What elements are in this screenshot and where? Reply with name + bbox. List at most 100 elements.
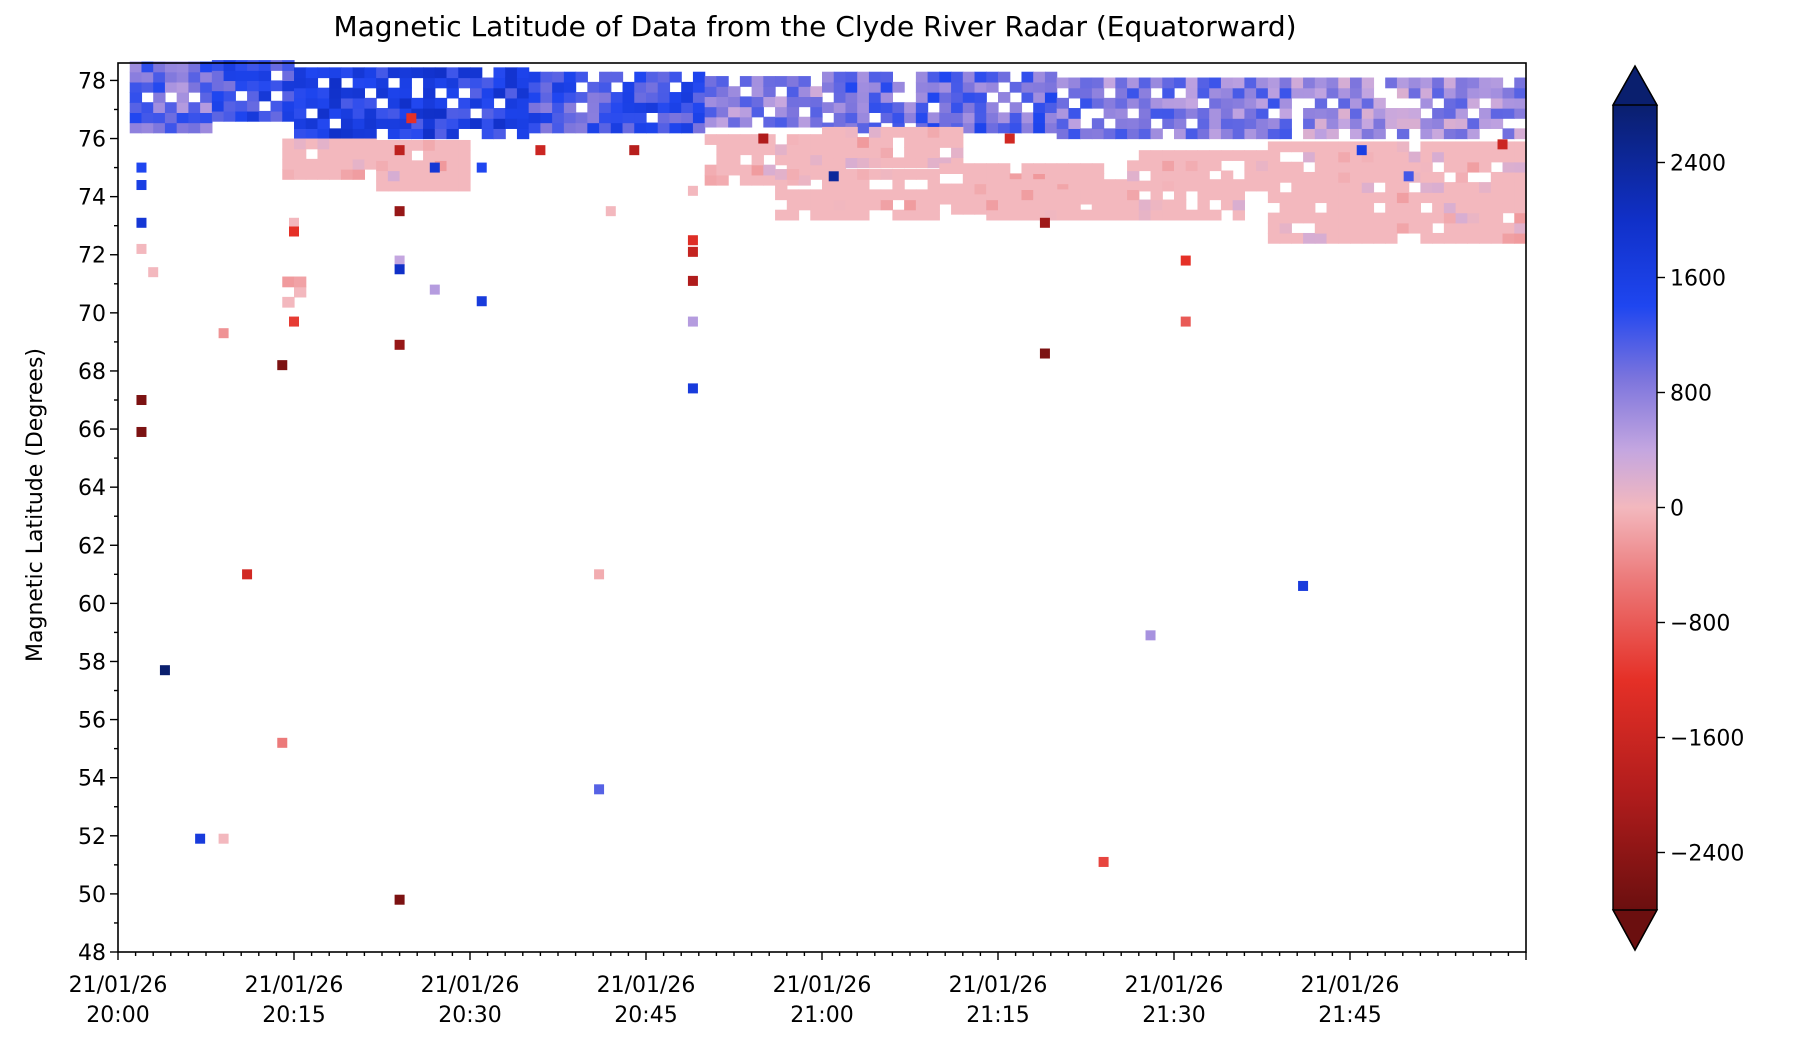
data-cell xyxy=(927,147,940,159)
data-cell xyxy=(458,160,471,172)
data-cell xyxy=(833,71,847,83)
data-cell xyxy=(423,180,436,192)
data-cell xyxy=(1115,179,1128,190)
data-cell xyxy=(340,87,354,99)
data-cell xyxy=(833,102,847,113)
data-cell xyxy=(1244,150,1257,161)
data-cell xyxy=(1361,161,1375,173)
data-cell xyxy=(1338,97,1351,109)
data-cell xyxy=(646,81,659,93)
data-cell xyxy=(962,81,976,93)
data-cell xyxy=(692,92,706,103)
data-cell xyxy=(317,169,330,180)
data-cell xyxy=(1291,192,1304,204)
data-cell xyxy=(1279,202,1292,214)
data-cell xyxy=(258,80,272,92)
data-cell xyxy=(610,92,624,103)
data-cell xyxy=(1350,141,1363,153)
data-cell xyxy=(1267,141,1281,153)
data-cell xyxy=(1138,180,1152,192)
data-cell xyxy=(1408,77,1421,89)
data-cell xyxy=(1420,87,1433,99)
data-cell xyxy=(1455,108,1468,119)
data-cell xyxy=(1091,163,1105,174)
data-cell xyxy=(294,67,307,79)
data-cell xyxy=(716,134,729,145)
data-point xyxy=(758,133,769,144)
data-cell xyxy=(294,148,307,160)
data-cell xyxy=(1432,128,1445,140)
data-cell xyxy=(458,118,471,129)
data-cell xyxy=(446,67,459,79)
data-cell xyxy=(1220,170,1234,182)
data-cell xyxy=(1021,71,1034,83)
data-cell xyxy=(1514,128,1527,140)
data-cell xyxy=(1396,192,1410,204)
data-cell xyxy=(1314,97,1328,109)
data-cell xyxy=(1068,108,1081,119)
data-cell xyxy=(493,67,506,79)
data-cell xyxy=(951,102,964,113)
data-cell xyxy=(1115,77,1128,89)
data-cell xyxy=(1385,141,1398,153)
data-cell xyxy=(552,102,565,113)
data-point xyxy=(218,328,229,339)
data-cell xyxy=(1490,232,1504,244)
data-cell xyxy=(986,102,999,113)
data-cell xyxy=(305,128,319,140)
data-cell xyxy=(1314,128,1328,140)
data-cell xyxy=(845,137,858,148)
data-cell xyxy=(1174,150,1187,161)
data-cell xyxy=(352,108,365,119)
data-cell xyxy=(951,193,964,205)
data-cell xyxy=(1326,232,1339,244)
data-cell xyxy=(786,189,800,201)
data-cell xyxy=(845,199,858,211)
data-cell xyxy=(1091,128,1105,140)
data-cell xyxy=(1056,163,1069,174)
data-cell xyxy=(974,81,987,93)
data-cell xyxy=(1455,97,1468,109)
data-cell xyxy=(1068,173,1081,185)
data-cell xyxy=(1326,141,1339,153)
data-cell xyxy=(986,173,999,185)
data-cell xyxy=(939,126,952,138)
data-cell xyxy=(1314,108,1328,119)
data-cell xyxy=(1373,212,1386,224)
data-cell xyxy=(1361,141,1375,153)
data-cell xyxy=(681,112,694,124)
data-cell xyxy=(1502,151,1515,163)
data-cell xyxy=(1373,192,1386,204)
data-cell xyxy=(305,118,319,129)
data-cell xyxy=(1197,180,1210,192)
y-tick-label: 56 xyxy=(78,709,106,734)
data-point xyxy=(1180,255,1191,266)
data-cell xyxy=(563,102,577,113)
data-cell xyxy=(692,112,706,124)
data-cell xyxy=(657,81,671,93)
data-cell xyxy=(1244,180,1257,192)
data-cell xyxy=(622,92,635,103)
data-cell xyxy=(1033,92,1046,103)
data-cell xyxy=(1197,77,1210,89)
data-cell xyxy=(458,150,471,161)
data-cell xyxy=(1350,182,1363,193)
data-cell xyxy=(1350,87,1363,99)
x-tick-label: 21/01/26 20:00 xyxy=(69,973,168,1028)
data-cell xyxy=(1127,170,1140,182)
data-cell xyxy=(1056,128,1069,140)
data-cell xyxy=(317,97,330,109)
data-cell xyxy=(763,134,776,145)
data-cell xyxy=(387,160,401,172)
data-cell xyxy=(1326,108,1339,119)
data-cell xyxy=(411,139,424,151)
data-cell xyxy=(1209,160,1222,172)
data-cell xyxy=(868,81,882,93)
data-cell xyxy=(692,102,706,113)
data-cell xyxy=(1080,163,1093,174)
data-cell xyxy=(305,87,319,99)
data-cell xyxy=(1279,141,1292,153)
data-cell xyxy=(657,92,671,103)
data-cell xyxy=(1279,87,1292,99)
data-cell xyxy=(751,86,764,98)
